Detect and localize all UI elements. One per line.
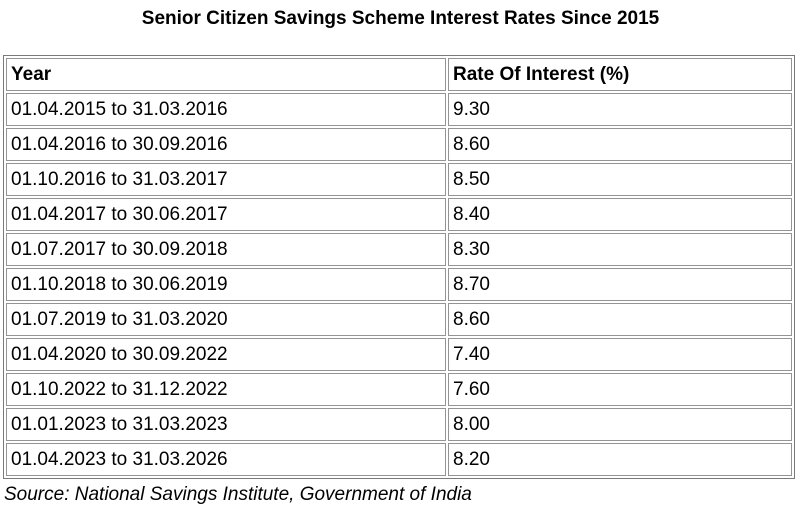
year-cell: 01.04.2020 to 30.09.2022 [6,338,446,371]
table-row: 01.10.2018 to 30.06.2019 8.70 [6,268,792,301]
year-cell: 01.04.2023 to 31.03.2026 [6,443,446,476]
table-row: 01.04.2017 to 30.06.2017 8.40 [6,198,792,231]
rate-cell: 8.00 [448,408,792,441]
source-note: Source: National Savings Institute, Gove… [4,484,472,505]
rate-cell: 8.60 [448,128,792,161]
table-row: 01.04.2016 to 30.09.2016 8.60 [6,128,792,161]
year-cell: 01.04.2017 to 30.06.2017 [6,198,446,231]
rate-cell: 7.60 [448,373,792,406]
column-header-year: Year [6,58,446,91]
rate-cell: 8.20 [448,443,792,476]
column-header-rate: Rate Of Interest (%) [448,58,792,91]
year-cell: 01.01.2023 to 31.03.2023 [6,408,446,441]
table-row: 01.04.2020 to 30.09.2022 7.40 [6,338,792,371]
rate-cell: 9.30 [448,93,792,126]
table-row: 01.04.2015 to 31.03.2016 9.30 [6,93,792,126]
table-row: 01.04.2023 to 31.03.2026 8.20 [6,443,792,476]
table-header-row: Year Rate Of Interest (%) [6,58,792,91]
rate-cell: 8.70 [448,268,792,301]
year-cell: 01.07.2017 to 30.09.2018 [6,233,446,266]
year-cell: 01.10.2018 to 30.06.2019 [6,268,446,301]
year-cell: 01.10.2022 to 31.12.2022 [6,373,446,406]
year-cell: 01.07.2019 to 31.03.2020 [6,303,446,336]
rate-cell: 8.30 [448,233,792,266]
table-row: 01.01.2023 to 31.03.2023 8.00 [6,408,792,441]
table-row: 01.10.2022 to 31.12.2022 7.60 [6,373,792,406]
interest-rates-table: Year Rate Of Interest (%) 01.04.2015 to … [3,55,795,479]
year-cell: 01.04.2015 to 31.03.2016 [6,93,446,126]
year-cell: 01.04.2016 to 30.09.2016 [6,128,446,161]
table-row: 01.07.2019 to 31.03.2020 8.60 [6,303,792,336]
page-title: Senior Citizen Savings Scheme Interest R… [141,8,660,29]
rate-cell: 8.60 [448,303,792,336]
rate-cell: 8.40 [448,198,792,231]
table-row: 01.10.2016 to 31.03.2017 8.50 [6,163,792,196]
rate-cell: 8.50 [448,163,792,196]
table-row: 01.07.2017 to 30.09.2018 8.30 [6,233,792,266]
year-cell: 01.10.2016 to 31.03.2017 [6,163,446,196]
rate-cell: 7.40 [448,338,792,371]
